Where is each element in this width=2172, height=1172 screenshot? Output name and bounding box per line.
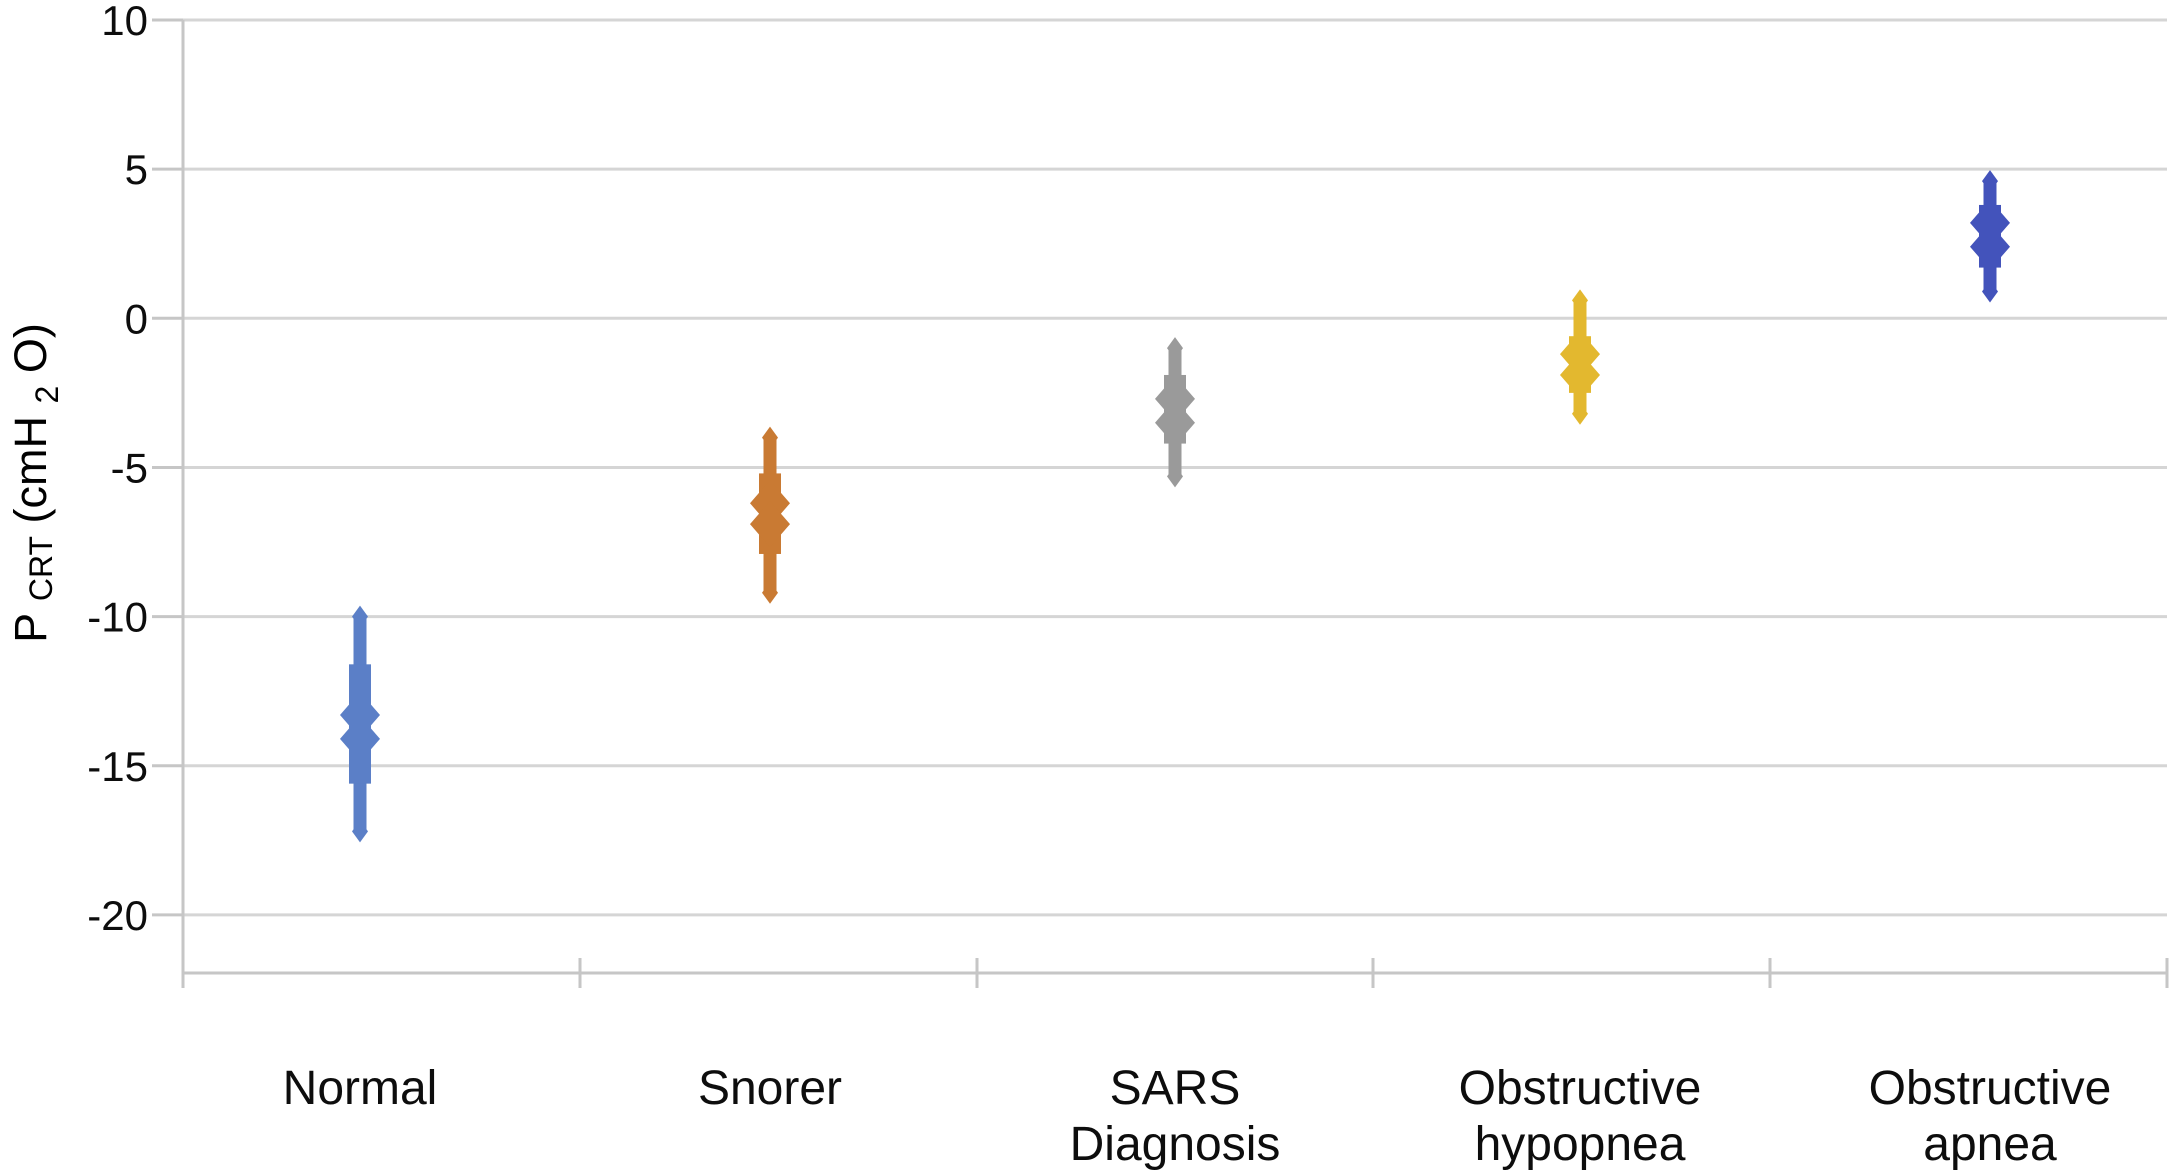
y-tick-label: 10	[101, 0, 148, 44]
whisker-tip-top	[762, 426, 778, 449]
grid-layer	[183, 18, 2167, 917]
y-axis-title-symbol: P	[5, 614, 56, 643]
diamond-marker	[1970, 223, 2010, 270]
diamond-marker	[1560, 351, 1600, 398]
diamond-marker	[1155, 399, 1195, 446]
y-tick-label: -20	[87, 892, 148, 939]
category-label-sars-diagnosis: SARS	[1110, 1062, 1241, 1115]
y-axis-title-unit-suffix: O)	[5, 323, 56, 373]
whisker-tip-bottom	[1572, 402, 1588, 425]
diamond-marker	[1970, 199, 2010, 246]
y-axis-title-symbol-subscript: CRT	[23, 536, 59, 601]
y-tick-label: -10	[87, 594, 148, 641]
whisker-tip-bottom	[762, 581, 778, 604]
diamond-marker	[1155, 375, 1195, 422]
whisker-tip-top	[1167, 337, 1183, 360]
axis-layer	[152, 18, 2169, 988]
category-label-obstructive-hypopnea: hypopnea	[1475, 1118, 1686, 1171]
y-tick-label: 0	[125, 295, 148, 342]
marker-cluster-obstructive-hypopnea	[1560, 289, 1600, 425]
y-tick-label: -15	[87, 743, 148, 790]
category-label-obstructive-apnea: Obstructive	[1869, 1062, 2112, 1115]
marker-cluster-obstructive-apnea	[1970, 170, 2010, 303]
y-tick-label: 5	[125, 146, 148, 193]
category-label-snorer: Snorer	[698, 1062, 842, 1115]
marker-cluster-normal	[340, 605, 380, 843]
category-label-normal: Normal	[283, 1062, 438, 1115]
marker-cluster-snorer	[750, 426, 790, 604]
y-axis-title: P CRT (cmH 2 O)	[5, 323, 68, 643]
y-axis-title-unit-prefix: (cmH	[5, 416, 56, 523]
diamond-marker	[340, 715, 380, 762]
diamond-marker	[340, 692, 380, 739]
y-axis-title-unit-subscript: 2	[29, 386, 65, 404]
category-label-sars-diagnosis: Diagnosis	[1070, 1118, 1281, 1171]
y-tick-label: -5	[111, 444, 148, 491]
whisker-tip-bottom	[1167, 465, 1183, 488]
whisker-tip-top	[1982, 170, 1998, 193]
whisker-tip-bottom	[352, 820, 368, 843]
label-layer: 10 5 0 -5 -10 -15 -20 Normal Snorer SARSDiagnosis…	[87, 0, 2111, 1171]
whisker-tip-top	[352, 605, 368, 628]
diamond-marker	[750, 501, 790, 548]
marker-cluster-sars-diagnosis	[1155, 337, 1195, 488]
category-label-obstructive-hypopnea: Obstructive	[1459, 1062, 1702, 1115]
marker-layer	[340, 170, 2010, 843]
whisker-tip-bottom	[1982, 280, 1998, 303]
category-label-obstructive-apnea: apnea	[1923, 1118, 2057, 1171]
whisker-tip-top	[1572, 289, 1588, 312]
